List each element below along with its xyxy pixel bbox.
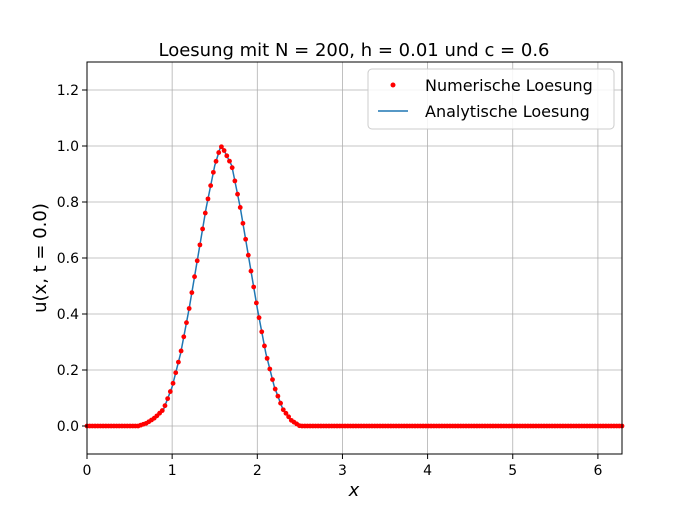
x-tick-label: 4 (423, 463, 432, 479)
numeric-point (176, 359, 181, 365)
numeric-point (202, 210, 208, 216)
x-tick-label: 0 (83, 463, 92, 479)
numeric-point (184, 320, 189, 326)
numeric-point (262, 343, 267, 349)
numeric-point (283, 410, 289, 416)
numeric-point (167, 389, 173, 394)
numeric-point (227, 158, 232, 164)
numeric-point (186, 306, 192, 311)
numeric-point (256, 315, 262, 321)
numeric-point (240, 220, 246, 226)
x-tick-label: 3 (338, 463, 347, 479)
numeric-point (178, 348, 184, 354)
legend-label-numeric: Numerische Loesung (425, 76, 593, 95)
numeric-point (173, 370, 179, 376)
numeric-point (181, 334, 187, 340)
numeric-point (286, 414, 292, 420)
numeric-point (194, 258, 200, 264)
ticks: 0 1 2 3 4 5 6 0.0 0.2 0.4 0.6 0.8 1.0 1.2 (57, 83, 603, 479)
numeric-point (275, 393, 281, 399)
numeric-point (224, 153, 230, 159)
numeric-point (278, 400, 283, 406)
y-tick-label: 0.0 (57, 419, 79, 435)
numeric-point (248, 268, 254, 274)
numeric-series (84, 144, 625, 429)
y-tick-label: 1.2 (57, 83, 79, 99)
numeric-point (229, 165, 235, 171)
numeric-point (253, 300, 259, 306)
legend-box (367, 68, 615, 130)
numeric-point (213, 158, 219, 164)
x-axis-title: x (348, 480, 360, 501)
numeric-point (259, 329, 265, 335)
x-tick-label: 2 (253, 463, 262, 479)
chart-title: Loesung mit N = 200, h = 0.01 und c = 0.… (159, 40, 550, 61)
x-tick-label: 6 (593, 463, 602, 479)
numeric-point (232, 178, 238, 184)
numeric-point (219, 144, 224, 150)
numeric-point (272, 386, 278, 392)
legend-marker-numeric (390, 82, 396, 88)
y-tick-label: 0.6 (57, 251, 79, 267)
numeric-point (243, 236, 249, 242)
legend-label-analytic: Analytische Loesung (425, 102, 590, 121)
numeric-point (264, 355, 270, 361)
numeric-point (251, 284, 257, 290)
numeric-point (159, 408, 165, 413)
numeric-point (270, 377, 275, 382)
numeric-point (237, 205, 243, 210)
y-tick-label: 0.4 (57, 307, 79, 323)
y-axis-title: u(x, t = 0.0) (30, 203, 51, 313)
legend: Numerische Loesung Analytische Loesung (367, 68, 615, 130)
numeric-point (267, 366, 273, 372)
numeric-point (280, 407, 286, 413)
x-tick-label: 5 (508, 463, 517, 479)
x-tick-label: 1 (168, 463, 177, 479)
numeric-point (216, 150, 222, 155)
numeric-point (192, 274, 197, 280)
numeric-point (165, 396, 171, 402)
y-tick-label: 0.2 (57, 363, 79, 379)
numeric-point (200, 226, 206, 232)
numeric-point (245, 252, 251, 258)
numeric-point (210, 169, 216, 175)
numeric-point (189, 290, 195, 295)
numeric-point (197, 242, 203, 248)
y-tick-label: 1.0 (57, 139, 79, 155)
numeric-point (235, 191, 240, 197)
y-tick-label: 0.8 (57, 195, 79, 211)
numeric-point (205, 196, 211, 202)
numeric-point (170, 380, 176, 386)
numeric-point (208, 183, 214, 189)
numeric-point (162, 403, 168, 409)
numeric-point (221, 148, 227, 153)
